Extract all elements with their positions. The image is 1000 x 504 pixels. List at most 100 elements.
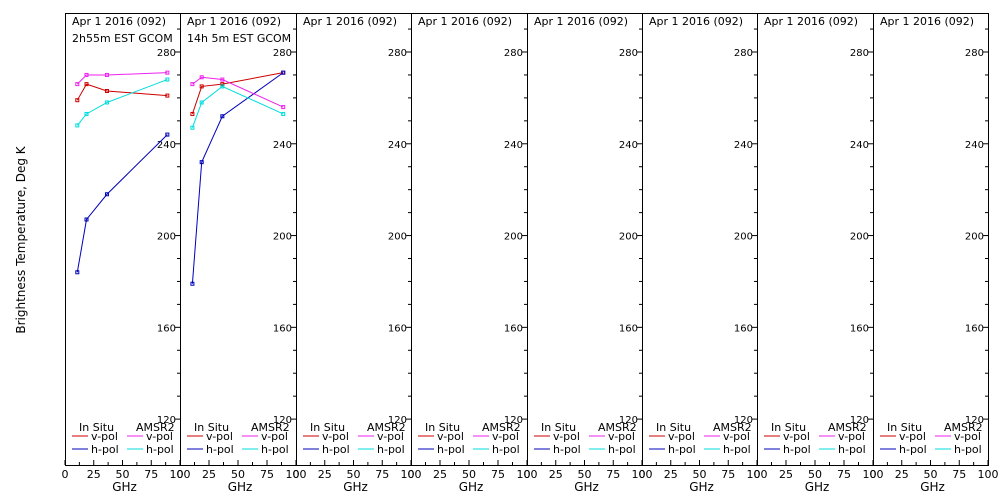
- series-line: [76, 83, 168, 101]
- panel-6: Apr 1 2016 (092) 120 160 200 240 280 0 25 50 75 10…: [639, 13, 768, 494]
- x-tick-label: 25: [895, 468, 909, 481]
- x-tick-label: 75: [491, 468, 505, 481]
- y-tick-label: 200: [965, 232, 984, 243]
- x-tick-label: 100: [286, 468, 307, 481]
- legend-amsr2: AMSR2: [944, 421, 983, 434]
- legend-label: v-pol: [838, 430, 865, 443]
- x-tick-label: 0: [293, 468, 300, 481]
- data-point: [104, 72, 109, 77]
- y-tick-label: 160: [965, 323, 984, 334]
- y-tick-label: 160: [504, 323, 523, 334]
- x-tick-label: 100: [978, 468, 999, 481]
- x-tick-label: 100: [863, 468, 884, 481]
- x-tick-label: 100: [632, 468, 653, 481]
- panel-title: Apr 1 2016 (092): [764, 15, 858, 28]
- legend-amsr2: AMSR2: [136, 421, 175, 434]
- y-tick-label: 280: [504, 48, 523, 59]
- legend-in-situ: In Situ: [656, 421, 691, 434]
- x-tick-label: 0: [524, 468, 531, 481]
- y-tick-label: 160: [388, 323, 407, 334]
- y-tick-label: 280: [388, 48, 407, 59]
- legend-label: v-pol: [261, 430, 288, 443]
- y-tick-label: 240: [965, 140, 984, 151]
- legend-label: h-pol: [838, 443, 866, 456]
- legend-amsr2: AMSR2: [598, 421, 637, 434]
- data-point: [75, 270, 80, 275]
- x-axis-label: GHz: [689, 480, 714, 494]
- data-point: [190, 281, 195, 286]
- y-tick-label: 160: [157, 323, 176, 334]
- y-tick-label: 160: [273, 323, 292, 334]
- series-line: [76, 134, 168, 273]
- y-tick-label: 200: [388, 232, 407, 243]
- data-point: [220, 77, 225, 82]
- legend-in-situ: In Situ: [194, 421, 229, 434]
- x-axis-label: GHz: [112, 480, 137, 494]
- legend-label: h-pol: [608, 443, 636, 456]
- panel-3: Apr 1 2016 (092) 120 160 200 240 280 0 25 50 75 10…: [293, 13, 422, 494]
- data-point: [75, 123, 80, 128]
- x-tick-label: 50: [808, 468, 822, 481]
- data-point: [104, 100, 109, 105]
- y-tick-label: 120: [157, 415, 176, 426]
- y-tick-label: 240: [388, 140, 407, 151]
- legend-in-situ: In Situ: [541, 421, 576, 434]
- data-point: [165, 132, 170, 137]
- legend-label: h-pol: [668, 443, 696, 456]
- y-tick-label: 120: [734, 415, 753, 426]
- y-tick-label: 280: [965, 48, 984, 59]
- legend-label: v-pol: [377, 430, 404, 443]
- legend-label: h-pol: [899, 443, 927, 456]
- y-tick-label: 120: [965, 415, 984, 426]
- legend-label: h-pol: [553, 443, 581, 456]
- x-axis-label: GHz: [459, 480, 484, 494]
- x-axis-label: GHz: [574, 480, 599, 494]
- panel-title: Apr 1 2016 (092): [187, 15, 281, 28]
- panel-subtitle: 14h 5m EST GCOM: [187, 32, 291, 45]
- series-line: [191, 85, 284, 128]
- panel-title: Apr 1 2016 (092): [72, 15, 166, 28]
- y-tick-label: 200: [504, 232, 523, 243]
- data-point: [190, 111, 195, 116]
- panels: Apr 1 2016 (092) 2h55m EST GCOM 120 160 200 2…: [62, 13, 999, 494]
- y-tick-label: 200: [619, 232, 638, 243]
- x-tick-label: 0: [177, 468, 184, 481]
- data-point: [220, 82, 225, 87]
- x-tick-label: 75: [144, 468, 158, 481]
- series-line: [191, 72, 284, 115]
- x-axis-label: GHz: [228, 480, 253, 494]
- legend-label: h-pol: [322, 443, 350, 456]
- data-point: [199, 100, 204, 105]
- legend-in-situ: In Situ: [425, 421, 460, 434]
- data-point: [199, 75, 204, 80]
- x-tick-label: 25: [87, 468, 101, 481]
- series-line: [191, 72, 284, 284]
- legend-label: h-pol: [261, 443, 289, 456]
- data-point: [220, 84, 225, 89]
- panel-title: Apr 1 2016 (092): [303, 15, 397, 28]
- y-tick-label: 240: [850, 140, 869, 151]
- x-tick-label: 0: [870, 468, 877, 481]
- panel-5: Apr 1 2016 (092) 120 160 200 240 280 0 25 50 75 10…: [524, 13, 653, 494]
- data-point: [75, 98, 80, 103]
- legend-label: h-pol: [783, 443, 811, 456]
- x-tick-label: 100: [747, 468, 768, 481]
- legend-in-situ: In Situ: [79, 421, 114, 434]
- data-point: [281, 111, 286, 116]
- x-tick-label: 100: [517, 468, 538, 481]
- data-point: [84, 82, 89, 87]
- x-tick-label: 0: [754, 468, 761, 481]
- y-tick-label: 120: [273, 415, 292, 426]
- x-tick-label: 100: [170, 468, 191, 481]
- data-point: [165, 93, 170, 98]
- x-tick-label: 50: [578, 468, 592, 481]
- legend-in-situ: In Situ: [887, 421, 922, 434]
- legend-in-situ: In Situ: [310, 421, 345, 434]
- legend-in-situ: In Situ: [771, 421, 806, 434]
